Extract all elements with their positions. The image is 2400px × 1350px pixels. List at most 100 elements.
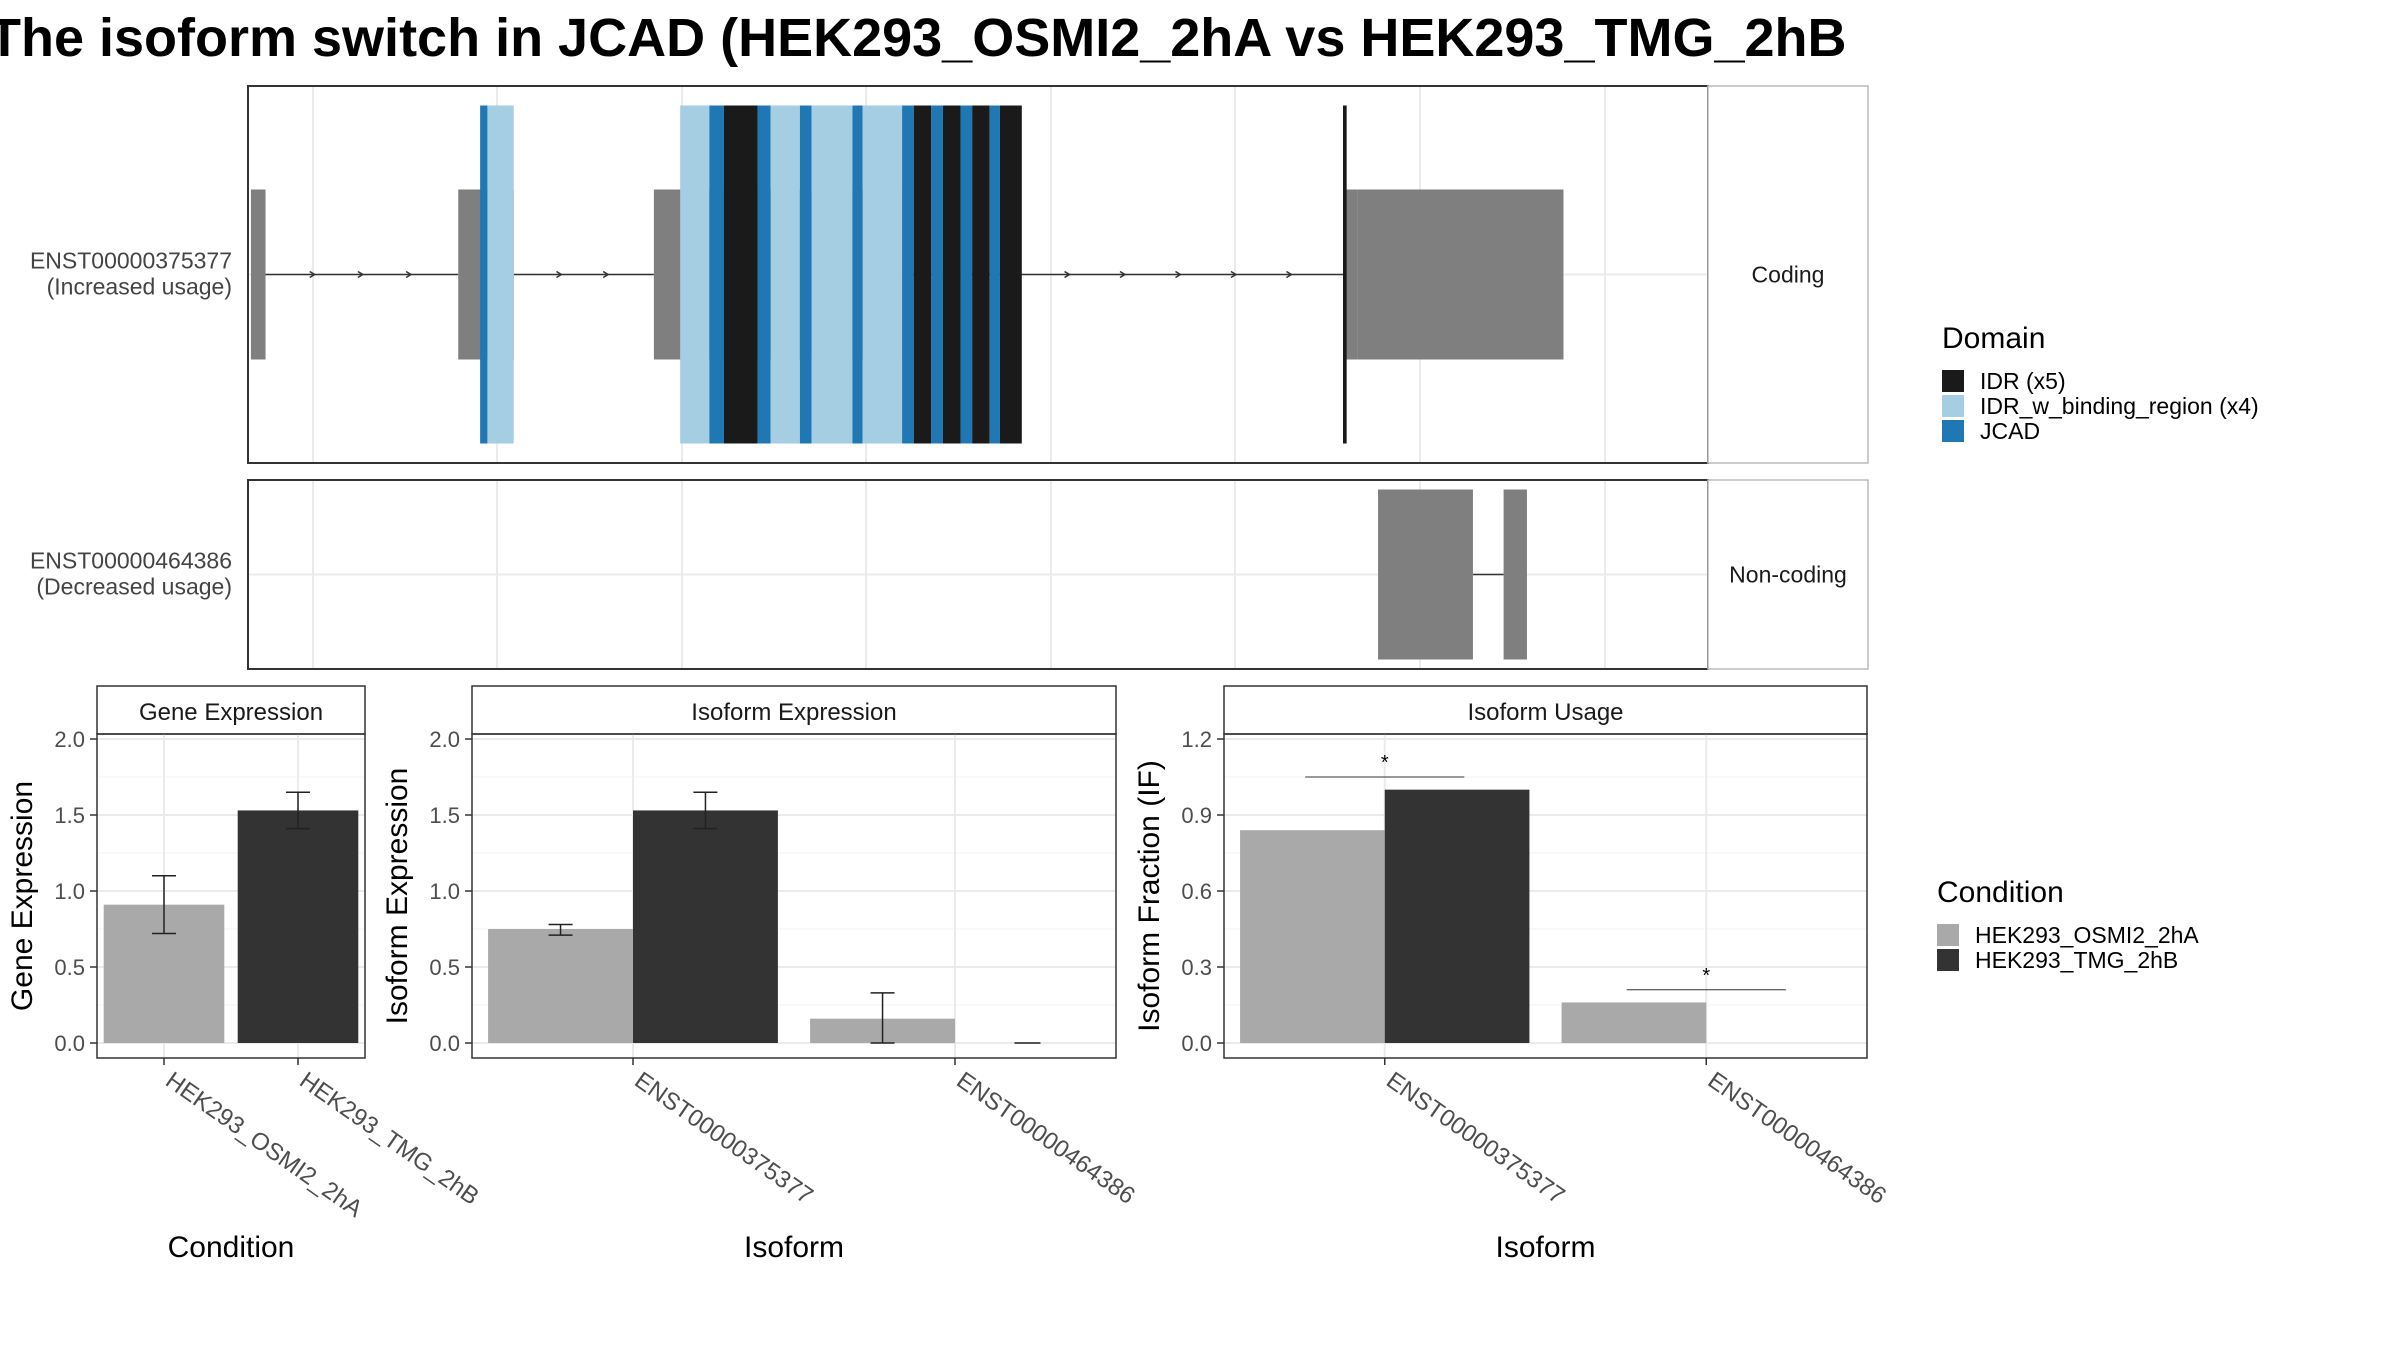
legend-swatch <box>1937 949 1959 971</box>
chart-strip <box>96 685 366 735</box>
domain-jcad <box>757 105 771 444</box>
domain-idr_binding <box>680 105 710 444</box>
legend-swatch <box>1942 395 1964 417</box>
y-axis-title: Isoform Fraction (IF) <box>1133 760 1166 1032</box>
domain-jcad <box>989 105 1000 444</box>
legend-item-label: IDR (x5) <box>1980 368 2066 394</box>
track-strip-label: Non-coding <box>1729 562 1847 588</box>
legend-item-label: IDR_w_binding_region (x4) <box>1980 393 2259 419</box>
bar <box>488 929 633 1043</box>
y-tick-label: 0.5 <box>429 955 460 980</box>
chart-title: Gene Expression <box>139 699 323 726</box>
legend-title: Domain <box>1942 322 2045 355</box>
y-axis-title: Gene Expression <box>6 781 39 1011</box>
chart-isoform-expression: Isoform Expression 0.0 0.5 1.0 1.5 2.0 ENST000… <box>381 685 1140 1264</box>
intron-arrow <box>309 270 317 279</box>
domain-jcad <box>799 105 812 444</box>
y-tick-label: 0.5 <box>54 955 85 980</box>
domain-jcad <box>480 105 488 444</box>
domain-idr <box>942 105 961 444</box>
exon <box>1503 489 1527 660</box>
x-tick-label: ENST00000375377 <box>630 1067 818 1210</box>
track-usage-label: (Decreased usage) <box>36 574 232 600</box>
legend-item-label: HEK293_TMG_2hB <box>1975 947 2178 973</box>
y-tick-label: 2.0 <box>429 727 460 752</box>
domain-idr <box>999 105 1022 444</box>
track-label: ENST00000464386 <box>30 548 232 574</box>
x-tick-label: ENST00000464386 <box>1703 1067 1891 1210</box>
track-strip <box>1707 85 1869 464</box>
legend-swatch <box>1942 420 1964 442</box>
y-tick-label: 1.5 <box>429 803 460 828</box>
legends: Domain IDR (x5)IDR_w_binding_region (x4)J… <box>1937 322 2259 973</box>
x-tick-label: ENST00000464386 <box>952 1067 1140 1210</box>
y-tick-label: 1.5 <box>54 803 85 828</box>
y-tick-label: 0.6 <box>1181 879 1212 904</box>
significance-marker: * <box>1702 965 1710 987</box>
intron-arrow <box>1175 270 1182 279</box>
bar <box>237 810 359 1043</box>
exon <box>1345 189 1358 360</box>
legend-item-label: JCAD <box>1980 418 2040 444</box>
y-tick-label: 1.2 <box>1181 727 1212 752</box>
track-ENST00000464386: ENST00000464386(Decreased usage) Non-codi… <box>30 479 1869 670</box>
intron-arrow <box>556 270 563 279</box>
domain-jcad <box>931 105 943 444</box>
domain-jcad <box>960 105 973 444</box>
expression-charts: Gene Expression0.00.51.01.52.0HEK293_OSM… <box>6 685 1891 1264</box>
intron-arrow <box>357 270 365 279</box>
domain-legend: Domain IDR (x5)IDR_w_binding_region (x4)J… <box>1942 322 2259 444</box>
bar <box>633 810 778 1043</box>
exon <box>458 189 482 360</box>
y-tick-label: 1.0 <box>54 879 85 904</box>
bar <box>1384 789 1530 1043</box>
y-tick-label: 0.0 <box>1181 1031 1212 1056</box>
intron-arrow <box>1064 270 1071 279</box>
domain-idr <box>1343 105 1347 444</box>
bar <box>1240 830 1385 1043</box>
domain-idr <box>913 105 932 444</box>
chart-strip <box>1223 685 1868 735</box>
track-ENST00000375377: ENST00000375377(Increased usage) Coding <box>30 85 1869 464</box>
x-tick-label: ENST00000375377 <box>1381 1067 1569 1210</box>
intron-arrow <box>1119 270 1127 279</box>
chart-title: Isoform Usage <box>1467 699 1623 726</box>
intron-arrow <box>1286 270 1293 279</box>
domain-jcad <box>902 105 914 444</box>
intron-arrow <box>602 270 610 279</box>
domain-idr <box>972 105 990 444</box>
intron-arrow <box>1230 270 1238 279</box>
x-axis-title: Condition <box>168 1231 295 1264</box>
track-strip-label: Coding <box>1752 262 1825 288</box>
y-tick-label: 2.0 <box>54 727 85 752</box>
x-axis-title: Isoform <box>1495 1231 1595 1264</box>
chart-isoform-usage: Isoform Usage 0.0 0.3 0.6 0.9 1.2 * * ENST000003… <box>1133 685 1891 1264</box>
legend-swatch <box>1937 924 1959 946</box>
legend-item-label: HEK293_OSMI2_2hA <box>1975 922 2199 948</box>
domain-idr <box>723 105 758 444</box>
intron-arrow <box>405 270 413 279</box>
exon <box>250 189 266 360</box>
isoform-structure-panel: ENST00000375377(Increased usage) CodingEN… <box>30 85 1869 670</box>
domain-idr_binding <box>862 105 903 444</box>
track-usage-label: (Increased usage) <box>47 274 232 300</box>
y-tick-label: 0.0 <box>54 1031 85 1056</box>
bar <box>1561 1002 1707 1043</box>
domain-jcad <box>852 105 863 444</box>
exon <box>1357 189 1564 360</box>
track-label: ENST00000375377 <box>30 248 232 274</box>
x-axis-title: Isoform <box>744 1231 844 1264</box>
figure-title: The isoform switch in JCAD (HEK293_OSMI2… <box>0 8 1847 68</box>
domain-idr_binding <box>487 105 514 444</box>
exon <box>1378 489 1473 660</box>
legend-swatch <box>1942 370 1964 392</box>
y-axis-title: Isoform Expression <box>381 768 414 1025</box>
domain-idr_binding <box>811 105 853 444</box>
significance-marker: * <box>1381 752 1389 774</box>
legend-title: Condition <box>1937 876 2064 909</box>
domain-jcad <box>709 105 724 444</box>
chart-panel-border <box>471 733 1117 1059</box>
y-tick-label: 0.0 <box>429 1031 460 1056</box>
